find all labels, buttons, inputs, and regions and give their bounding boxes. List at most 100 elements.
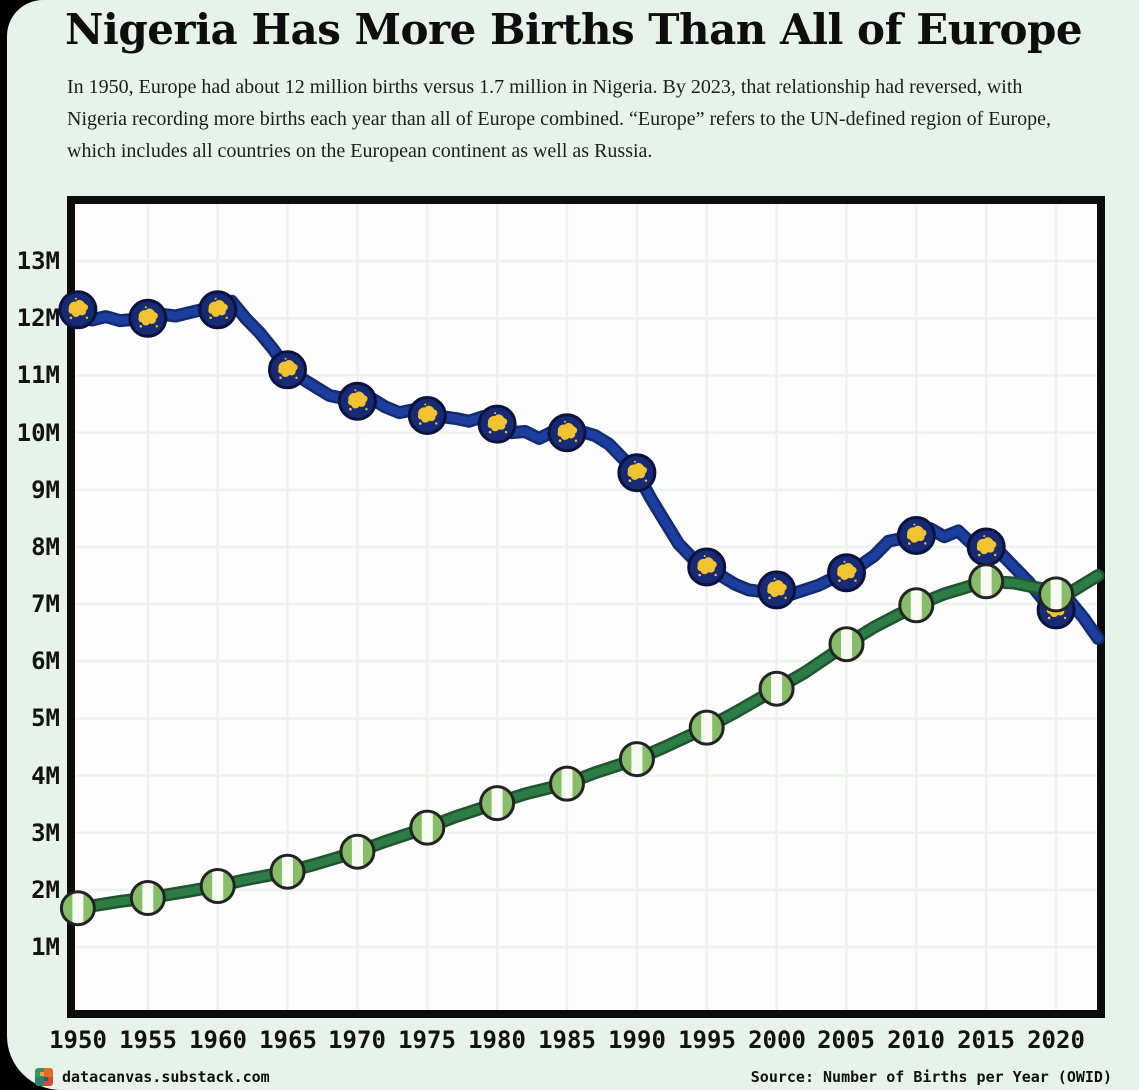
europe-island-dot	[768, 596, 771, 600]
nigeria-marker-1980	[479, 785, 516, 822]
europe-island-dot	[74, 297, 77, 300]
europe-island-dot	[983, 535, 986, 537]
nigeria-marker-1960	[199, 868, 236, 904]
x-tick-label-2015: 2015	[957, 1026, 1015, 1054]
nigeria-flag-stripe	[142, 882, 154, 914]
x-tick-label-1970: 1970	[328, 1026, 386, 1054]
x-axis-labels: 1950 1955 1960 1965 1970 1975 1980 1985 1990 1995…	[49, 1024, 1097, 1056]
europe-marker-1965	[268, 350, 307, 390]
europe-series	[58, 290, 1105, 645]
nigeria-flag-ring	[618, 741, 655, 778]
y-tick-label-11M: 11M	[16, 361, 60, 389]
nigeria-flag-ring	[129, 880, 166, 916]
nigeria-flag-stripe	[910, 589, 922, 622]
europe-continent-shape	[557, 422, 578, 440]
europe-continent-shape	[697, 557, 717, 575]
europe-island-dot	[1047, 616, 1051, 620]
x-tick-label-1955: 1955	[119, 1026, 177, 1054]
nigeria-marker-2005	[828, 626, 865, 663]
europe-island-dot	[644, 479, 648, 482]
europe-island-dot	[69, 316, 73, 320]
europe-marker-1980	[477, 404, 517, 444]
datacanvas-logo-icon	[35, 1068, 53, 1086]
europe-continent-shape	[767, 580, 787, 598]
europe-island-dot	[633, 460, 636, 463]
nigeria-flag-ring	[479, 785, 516, 822]
y-tick-label-5M: 5M	[31, 704, 60, 732]
y-tick-label-9M: 9M	[31, 476, 60, 504]
y-tick-label-6M: 6M	[31, 647, 60, 675]
nigeria-flag-stripe	[980, 565, 992, 598]
europe-island-dot	[854, 579, 857, 582]
europe-island-dot	[977, 553, 981, 557]
nigeria-marker-1970	[339, 833, 376, 870]
nigeria-marker-2020	[1038, 576, 1075, 613]
x-tick-label-2000: 2000	[748, 1026, 806, 1054]
europe-marker-1990	[617, 453, 657, 493]
nigeria-flag-ring	[688, 709, 725, 746]
europe-island-dot	[698, 573, 701, 577]
nigeria-line-outline	[71, 569, 1105, 915]
source-label: Source: Number of Births per Year (OWID)	[750, 1068, 1112, 1086]
y-tick-label-1M: 1M	[31, 933, 60, 961]
nigeria-flag-ring	[1038, 576, 1075, 613]
nigeria-flag-stripe	[72, 892, 84, 925]
nigeria-flag-ring	[898, 587, 935, 624]
europe-island-dot	[703, 555, 706, 557]
europe-island-dot	[908, 542, 911, 545]
nigeria-flag-ring	[758, 670, 795, 707]
x-tick-label-1995: 1995	[678, 1026, 736, 1054]
x-tick-label-1985: 1985	[538, 1026, 596, 1054]
europe-island-dot	[558, 439, 562, 442]
y-tick-label-4M: 4M	[31, 762, 60, 790]
plot-area	[58, 196, 1105, 1018]
nigeria-marker-2010	[898, 587, 935, 624]
europe-island-dot	[209, 316, 212, 320]
nigeria-flag-ring	[409, 809, 446, 846]
nigeria-flag-ring	[59, 890, 96, 927]
europe-island-dot	[139, 325, 143, 328]
europe-island-dot	[365, 408, 368, 411]
nigeria-marker-1965	[269, 853, 306, 890]
europe-island-dot	[85, 316, 89, 319]
nigeria-flag-stripe	[351, 835, 363, 868]
europe-island-dot	[1063, 616, 1067, 620]
europe-island-dot	[144, 306, 147, 309]
europe-marker-1950	[58, 290, 98, 330]
europe-island-dot	[279, 376, 282, 380]
y-tick-label-8M: 8M	[31, 533, 60, 561]
europe-island-dot	[838, 579, 841, 582]
nigeria-flag-ring	[968, 563, 1005, 600]
europe-continent-shape	[976, 537, 997, 555]
europe-island-dot	[994, 553, 997, 557]
europe-island-dot	[349, 407, 352, 411]
site-label: datacanvas.substack.com	[62, 1068, 270, 1086]
footer-branding: datacanvas.substack.com	[35, 1068, 270, 1086]
x-tick-label-1980: 1980	[468, 1026, 526, 1054]
chart-canvas	[58, 204, 1105, 1010]
europe-island-dot	[628, 479, 632, 482]
europe-island-dot	[424, 403, 427, 406]
europe-island-dot	[155, 325, 158, 328]
nigeria-marker-2000	[758, 670, 795, 707]
y-tick-label-7M: 7M	[31, 590, 60, 618]
x-tick-label-1990: 1990	[608, 1026, 666, 1054]
nigeria-flag-ring	[199, 868, 236, 904]
europe-island-dot	[504, 430, 508, 434]
nigeria-flag-stripe	[701, 711, 713, 744]
chart-subtitle: In 1950, Europe had about 12 million bir…	[67, 71, 1131, 167]
europe-marker-2005	[827, 553, 866, 593]
europe-marker-1975	[407, 396, 447, 435]
europe-island-dot	[354, 389, 357, 392]
x-tick-label-2020: 2020	[1027, 1026, 1085, 1054]
europe-continent-shape	[348, 391, 368, 409]
europe-marker-1995	[687, 547, 727, 587]
nigeria-marker-1975	[409, 809, 446, 846]
europe-island-dot	[435, 422, 438, 425]
europe-island-dot	[214, 297, 217, 300]
nigeria-flag-stripe	[561, 767, 573, 800]
x-tick-label-1960: 1960	[189, 1026, 247, 1054]
nigeria-flag-stripe	[1050, 578, 1062, 611]
europe-continent-shape	[138, 308, 158, 326]
